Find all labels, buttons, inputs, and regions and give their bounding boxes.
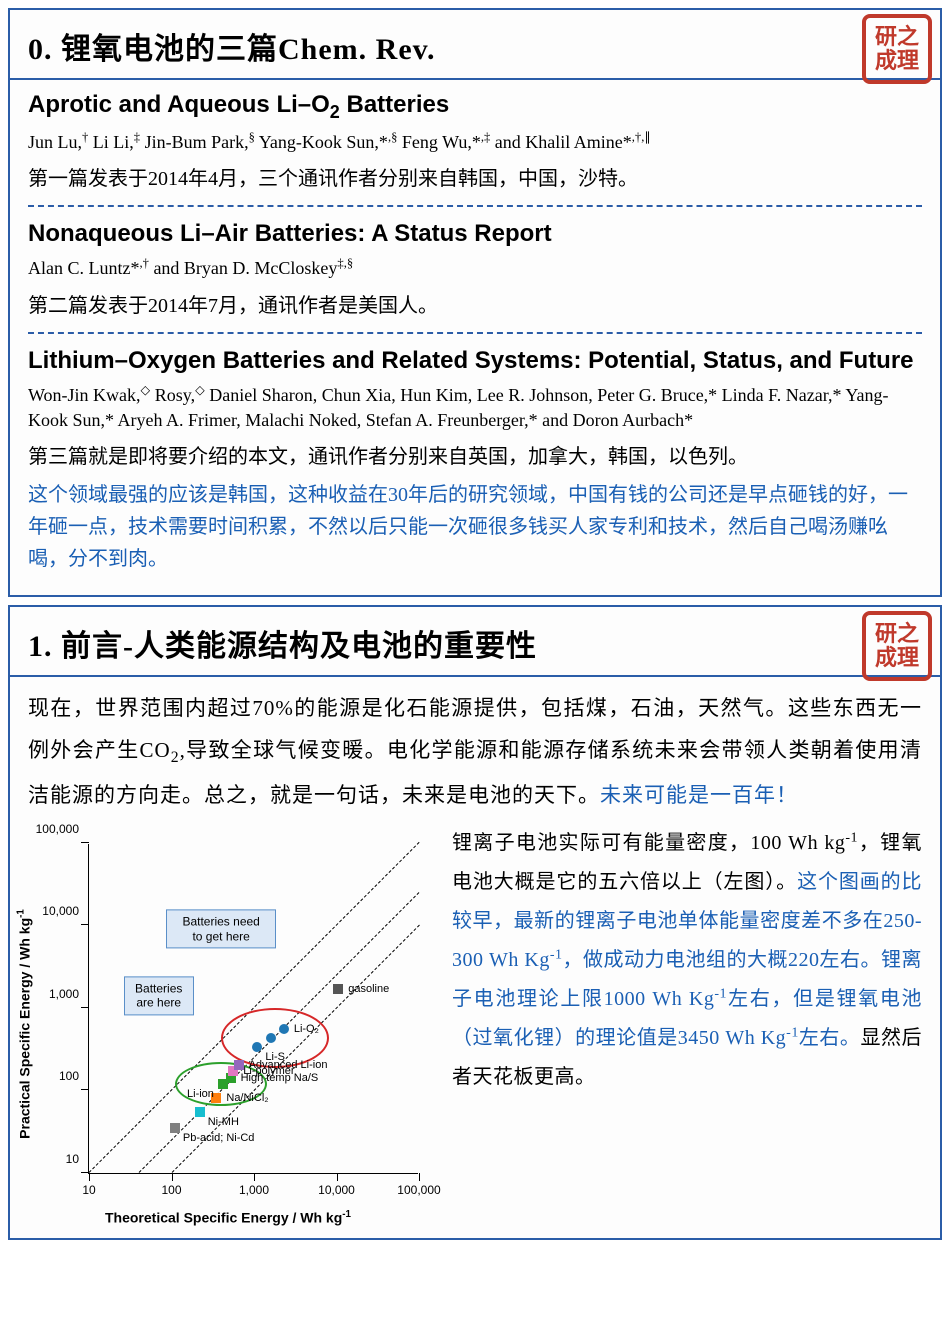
slide0-heading: 0. 锂氧电池的三篇Chem. Rev.	[10, 10, 940, 72]
plot-area: 10101001001,0001,00010,00010,000100,0001…	[88, 844, 418, 1174]
paper2-title: Nonaqueous Li–Air Batteries: A Status Re…	[28, 219, 922, 249]
x-axis-label: Theoretical Specific Energy / Wh kg-1	[105, 1209, 351, 1226]
seal-logo: 研之成理	[862, 14, 932, 84]
paper3-title: Lithium–Oxygen Batteries and Related Sys…	[28, 346, 922, 376]
energy-density-chart: Practical Specific Energy / Wh kg-1 Theo…	[28, 824, 428, 1224]
seal-logo: 研之成理	[862, 611, 932, 681]
paper2-note: 第二篇发表于2014年7月，通讯作者是美国人。	[28, 290, 922, 322]
slide0-content: Aprotic and Aqueous Li–O2 Batteries Jun …	[10, 80, 940, 595]
slide1-heading: 1. 前言-人类能源结构及电池的重要性	[10, 607, 940, 669]
chart-column: Practical Specific Energy / Wh kg-1 Theo…	[28, 824, 438, 1224]
paper3-comment: 这个领域最强的应该是韩国，这种收益在30年后的研究领域，中国有钱的公司还是早点砸…	[28, 479, 922, 575]
two-column-layout: Practical Specific Energy / Wh kg-1 Theo…	[28, 824, 922, 1224]
slide-0: 研之成理 0. 锂氧电池的三篇Chem. Rev. Aprotic and Aq…	[8, 8, 942, 597]
slide1-content: 现在，世界范围内超过70%的能源是化石能源提供，包括煤，石油，天然气。这些东西无…	[10, 677, 940, 1238]
paper1-authors: Jun Lu,† Li Li,‡ Jin-Bum Park,§ Yang-Koo…	[28, 129, 922, 155]
y-axis-label: Practical Specific Energy / Wh kg-1	[16, 909, 33, 1139]
dashed-divider	[28, 205, 922, 207]
paper3-authors: Won-Jin Kwak,◇ Rosy,◇ Daniel Sharon, Chu…	[28, 382, 922, 433]
slide1-right-para: 锂离子电池实际可有能量密度，100 Wh kg-1，锂氧电池大概是它的五六倍以上…	[452, 824, 922, 1097]
slide-1: 研之成理 1. 前言-人类能源结构及电池的重要性 现在，世界范围内超过70%的能…	[8, 605, 942, 1240]
text-column: 锂离子电池实际可有能量密度，100 Wh kg-1，锂氧电池大概是它的五六倍以上…	[452, 824, 922, 1097]
slide1-para1: 现在，世界范围内超过70%的能源是化石能源提供，包括煤，石油，天然气。这些东西无…	[28, 687, 922, 816]
dashed-divider	[28, 332, 922, 334]
paper3-note: 第三篇就是即将要介绍的本文，通讯作者分别来自英国，加拿大，韩国，以色列。	[28, 441, 922, 473]
paper1-note: 第一篇发表于2014年4月，三个通讯作者分别来自韩国，中国，沙特。	[28, 163, 922, 195]
paper1-title: Aprotic and Aqueous Li–O2 Batteries	[28, 90, 922, 123]
paper2-authors: Alan C. Luntz*,† and Bryan D. McCloskey‡…	[28, 255, 922, 281]
